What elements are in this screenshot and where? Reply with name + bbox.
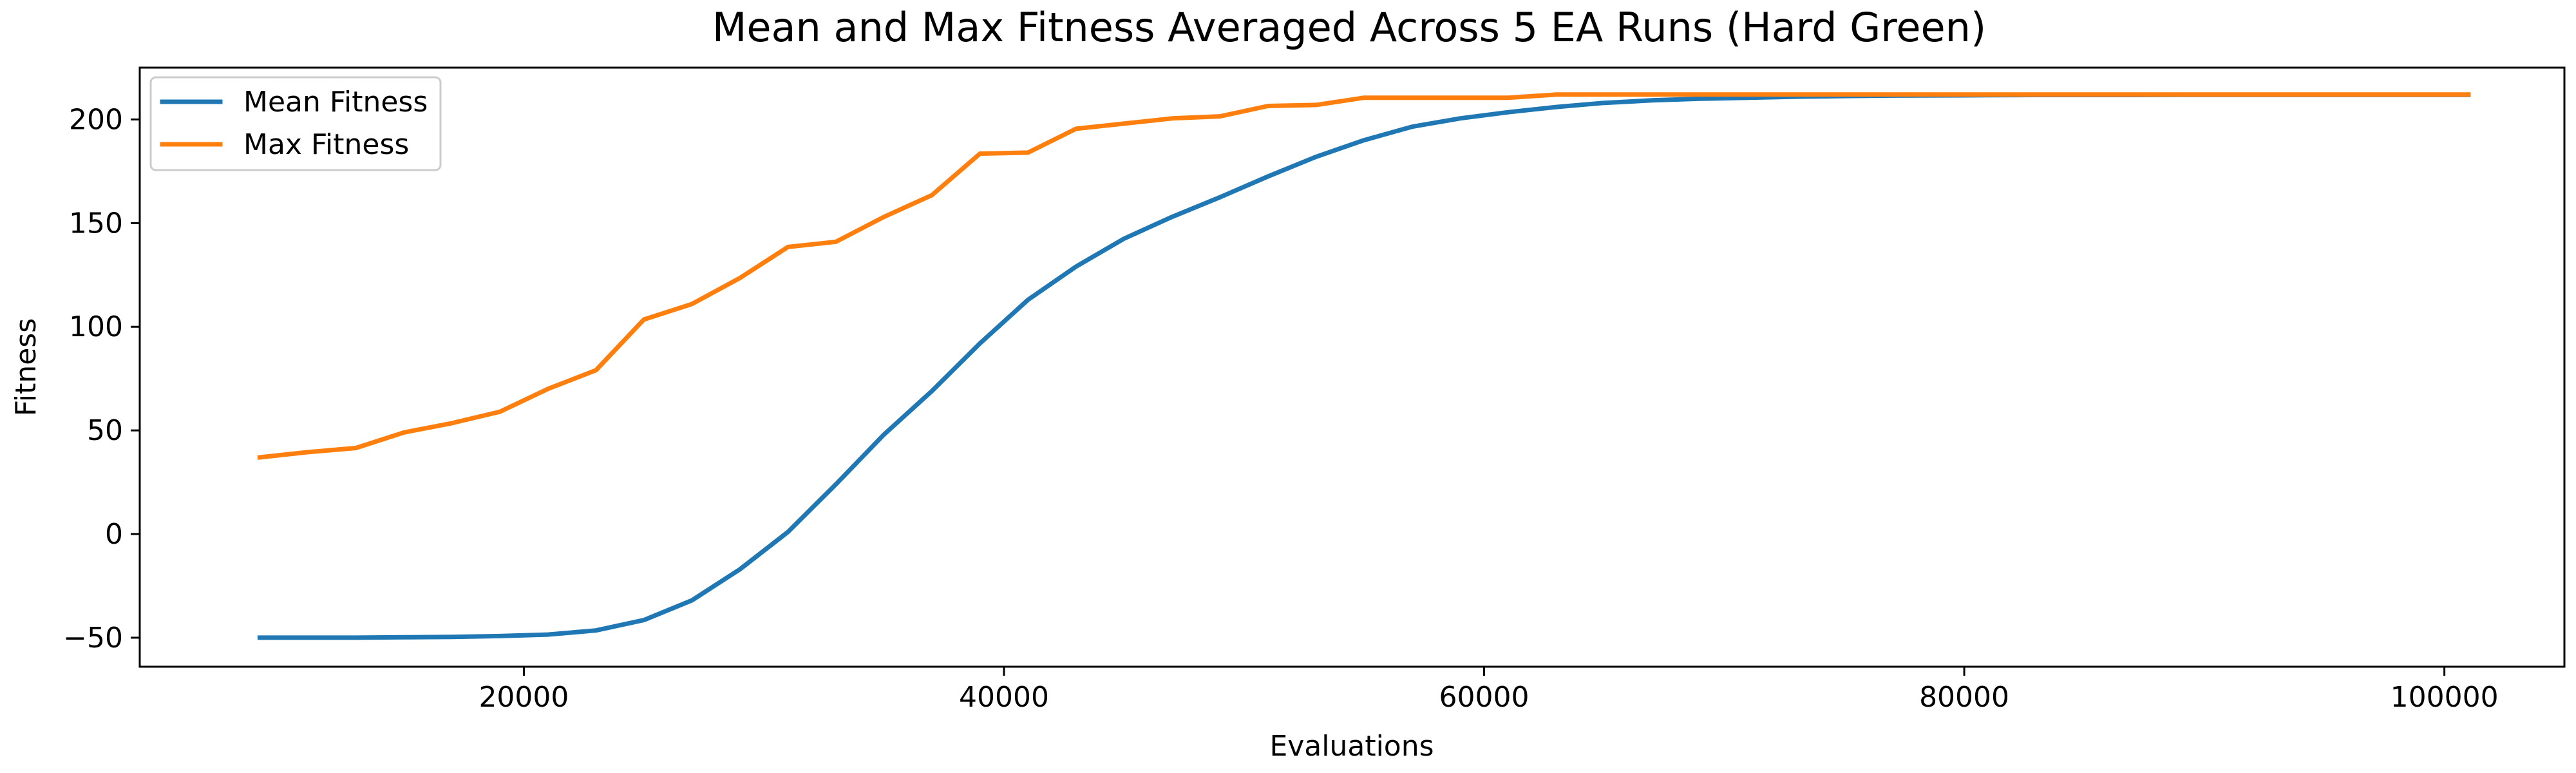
y-tick-label: 200 xyxy=(69,103,123,136)
y-axis-ticks: −50 0 50 100 150 200 xyxy=(63,103,140,654)
y-tick-label: 100 xyxy=(69,310,123,343)
x-axis-label: Evaluations xyxy=(1269,730,1434,763)
legend-label-max-fitness: Max Fitness xyxy=(243,128,409,161)
series-line-max-fitness xyxy=(257,92,2471,460)
x-tick-label: 100000 xyxy=(2391,681,2499,714)
x-tick-label: 60000 xyxy=(1439,681,1530,714)
x-tick-label: 80000 xyxy=(1919,681,2009,714)
plot-area xyxy=(138,66,2566,668)
y-tick-label: −50 xyxy=(63,622,123,654)
x-tick-label: 40000 xyxy=(959,681,1049,714)
series-group xyxy=(257,92,2471,640)
legend-label-mean-fitness: Mean Fitness xyxy=(243,86,428,119)
chart-title: Mean and Max Fitness Averaged Across 5 E… xyxy=(712,4,1986,51)
y-tick-label: 0 xyxy=(105,518,123,551)
x-axis-ticks: 20000 40000 60000 80000 100000 xyxy=(478,667,2499,714)
y-tick-label: 150 xyxy=(69,207,123,240)
legend: Mean Fitness Max Fitness xyxy=(149,76,442,171)
legend-box xyxy=(149,76,442,171)
y-axis-label: Fitness xyxy=(10,318,43,416)
y-tick-label: 50 xyxy=(87,414,123,447)
x-tick-label: 20000 xyxy=(478,681,569,714)
plot-frame xyxy=(138,66,2566,668)
